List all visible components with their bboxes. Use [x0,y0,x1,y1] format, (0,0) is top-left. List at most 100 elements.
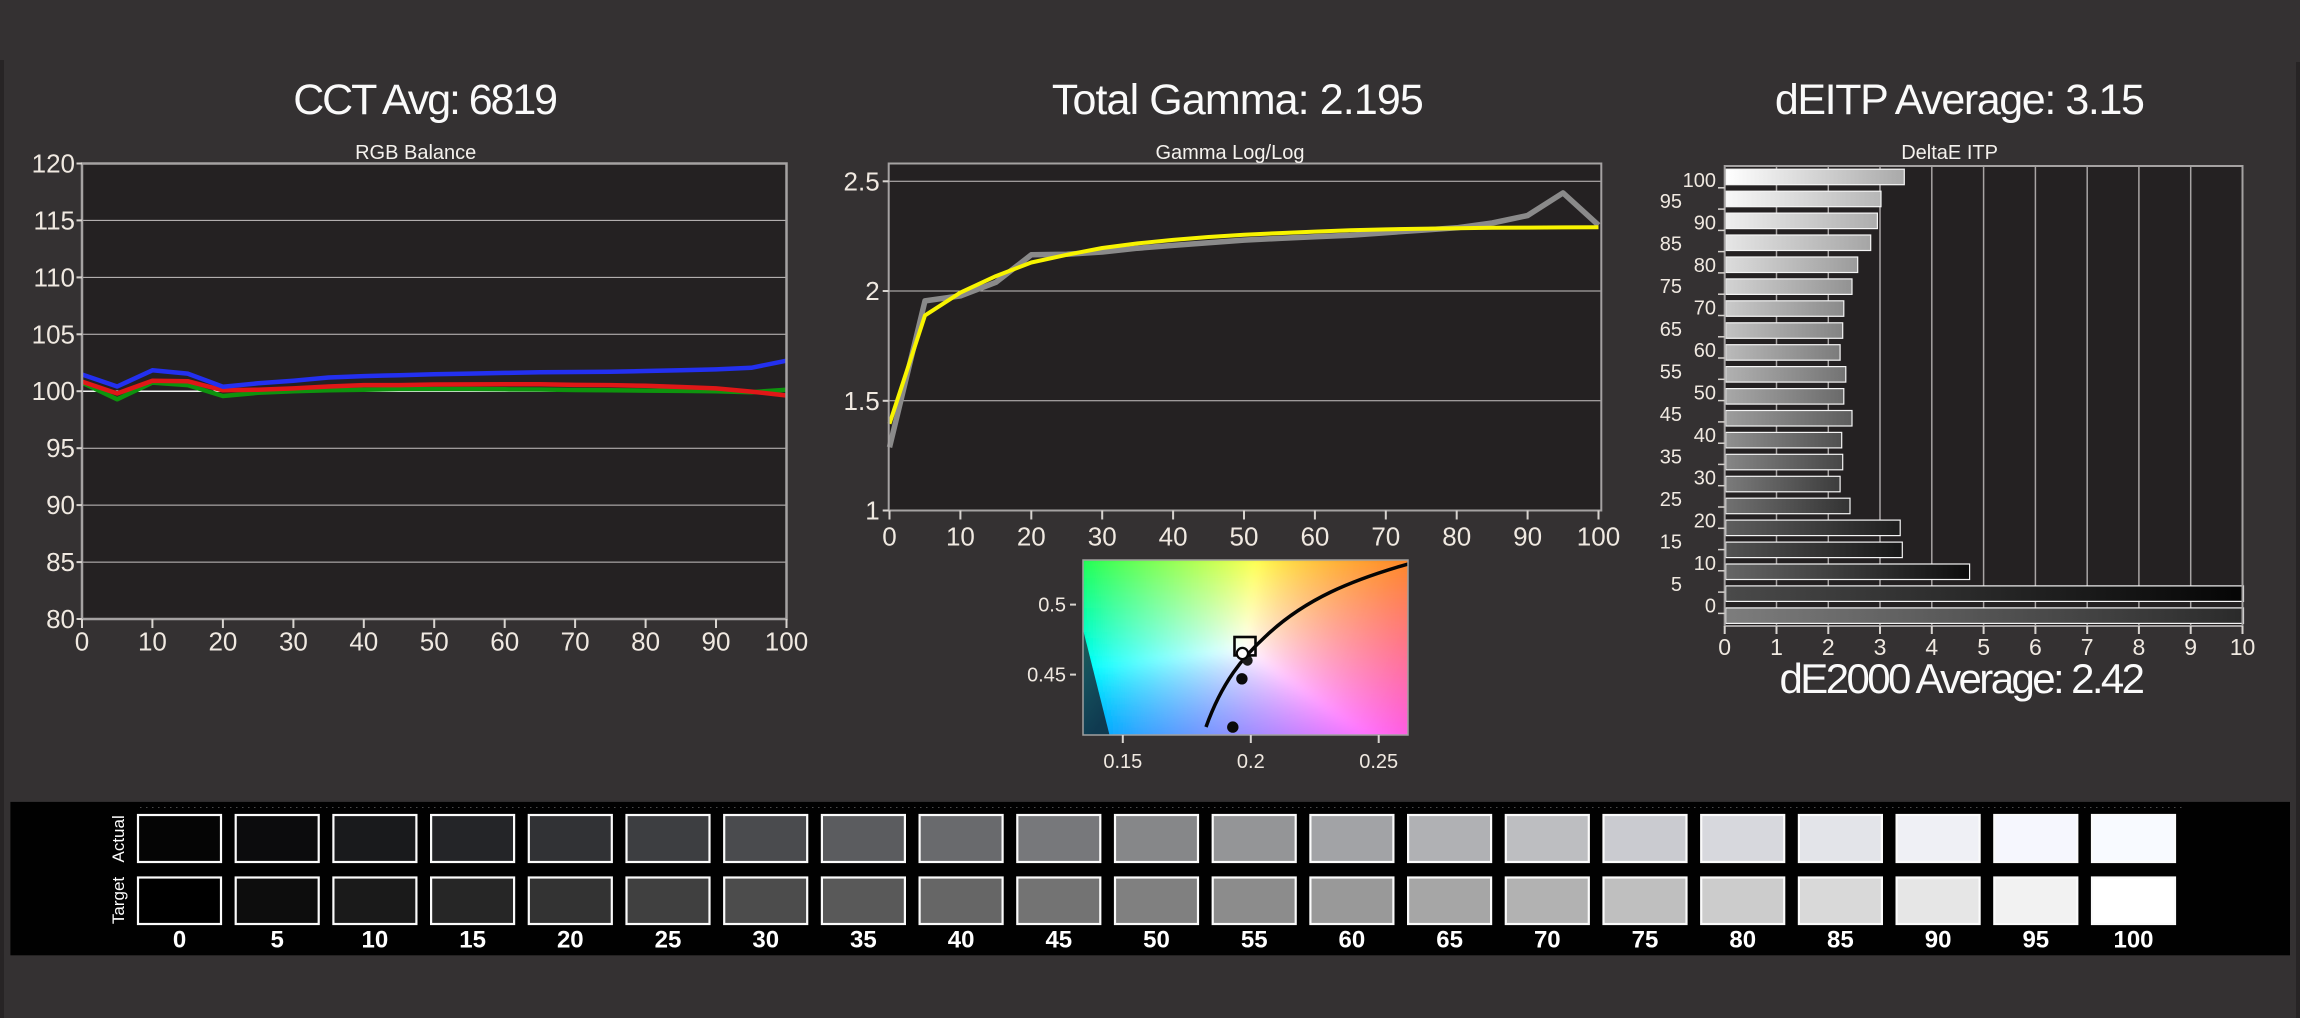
svg-text:100: 100 [1577,522,1620,552]
svg-text:50: 50 [1143,927,1170,954]
svg-text:70: 70 [1694,298,1716,320]
svg-text:6: 6 [2029,634,2042,660]
svg-text:5: 5 [1671,574,1682,596]
svg-text:20: 20 [1017,522,1046,552]
svg-text:55: 55 [1241,927,1268,954]
svg-text:35: 35 [850,927,877,954]
svg-text:50: 50 [1694,383,1716,405]
svg-text:100: 100 [1683,170,1716,192]
svg-text:0.25: 0.25 [1359,751,1398,773]
svg-text:9: 9 [2184,634,2197,660]
svg-text:Actual: Actual [109,815,128,862]
svg-text:25: 25 [1660,489,1682,511]
svg-text:115: 115 [34,205,75,235]
svg-text:80: 80 [1442,522,1471,552]
svg-text:2: 2 [1822,634,1835,660]
svg-text:0: 0 [882,522,896,552]
svg-text:90: 90 [1513,522,1542,552]
svg-text:50: 50 [420,627,449,657]
svg-text:65: 65 [1436,927,1463,954]
svg-text:40: 40 [948,927,975,954]
svg-text:80: 80 [1729,927,1756,954]
svg-text:10: 10 [138,627,167,657]
svg-text:2.5: 2.5 [844,166,880,196]
svg-text:Total Gamma: 2.195: Total Gamma: 2.195 [1052,76,1423,124]
svg-text:5: 5 [271,927,284,954]
svg-text:90: 90 [46,490,75,520]
svg-text:4: 4 [1925,634,1938,660]
svg-text:1: 1 [865,496,879,526]
svg-text:55: 55 [1660,361,1682,383]
svg-text:40: 40 [1694,425,1716,447]
svg-text:0.15: 0.15 [1103,751,1142,773]
svg-text:30: 30 [279,627,308,657]
svg-text:25: 25 [655,927,682,954]
svg-text:70: 70 [1534,927,1561,954]
svg-text:75: 75 [1660,276,1682,298]
svg-text:0: 0 [1705,595,1716,617]
svg-text:30: 30 [1694,468,1716,490]
svg-text:70: 70 [1371,522,1400,552]
svg-text:35: 35 [1660,446,1682,468]
svg-text:80: 80 [1694,255,1716,277]
svg-text:1.5: 1.5 [844,386,880,416]
svg-text:40: 40 [349,627,378,657]
svg-text:95: 95 [46,433,75,463]
svg-text:0: 0 [1718,634,1731,660]
svg-text:7: 7 [2081,634,2094,660]
svg-text:15: 15 [1660,532,1682,554]
svg-text:80: 80 [46,604,75,634]
svg-text:CCT Avg: 6819: CCT Avg: 6819 [293,76,556,124]
svg-text:105: 105 [32,319,75,349]
svg-text:45: 45 [1660,404,1682,426]
svg-text:0.5: 0.5 [1038,595,1066,617]
svg-text:120: 120 [32,149,75,179]
svg-text:10: 10 [1694,553,1716,575]
svg-text:0.2: 0.2 [1237,751,1265,773]
svg-text:dE2000 Average: 2.42: dE2000 Average: 2.42 [1780,655,2144,702]
svg-text:40: 40 [1159,522,1188,552]
svg-text:20: 20 [1694,510,1716,532]
svg-text:30: 30 [752,927,779,954]
svg-text:10: 10 [362,927,389,954]
svg-text:65: 65 [1660,319,1682,341]
svg-text:80: 80 [631,627,660,657]
svg-text:50: 50 [1230,522,1259,552]
svg-text:20: 20 [557,927,584,954]
svg-text:8: 8 [2133,634,2146,660]
svg-text:95: 95 [1660,191,1682,213]
svg-text:30: 30 [1088,522,1117,552]
svg-text:0.45: 0.45 [1027,665,1066,687]
svg-text:60: 60 [1339,927,1366,954]
svg-text:110: 110 [34,262,75,292]
svg-text:Gamma Log/Log: Gamma Log/Log [1156,142,1305,164]
svg-text:85: 85 [46,547,75,577]
svg-text:70: 70 [561,627,590,657]
svg-text:100: 100 [32,376,75,406]
svg-text:1: 1 [1770,634,1783,660]
svg-text:100: 100 [2113,927,2153,954]
svg-text:90: 90 [1925,927,1952,954]
svg-text:60: 60 [1694,340,1716,362]
svg-text:0: 0 [75,627,89,657]
svg-text:0: 0 [173,927,186,954]
svg-text:90: 90 [1694,212,1716,234]
svg-text:75: 75 [1632,927,1659,954]
svg-text:10: 10 [946,522,975,552]
svg-text:100: 100 [765,627,808,657]
svg-text:20: 20 [208,627,237,657]
svg-text:2: 2 [865,276,879,306]
svg-text:90: 90 [702,627,731,657]
svg-text:Target: Target [109,877,128,925]
svg-text:85: 85 [1827,927,1854,954]
svg-text:dEITP Average: 3.15: dEITP Average: 3.15 [1775,76,2144,124]
svg-text:15: 15 [459,927,486,954]
svg-text:DeltaE ITP: DeltaE ITP [1901,142,1998,164]
svg-text:RGB Balance: RGB Balance [355,142,476,164]
svg-text:85: 85 [1660,234,1682,256]
svg-text:45: 45 [1045,927,1072,954]
svg-text:5: 5 [1977,634,1990,660]
svg-text:60: 60 [1300,522,1329,552]
svg-text:10: 10 [2230,634,2256,660]
svg-text:3: 3 [1874,634,1887,660]
